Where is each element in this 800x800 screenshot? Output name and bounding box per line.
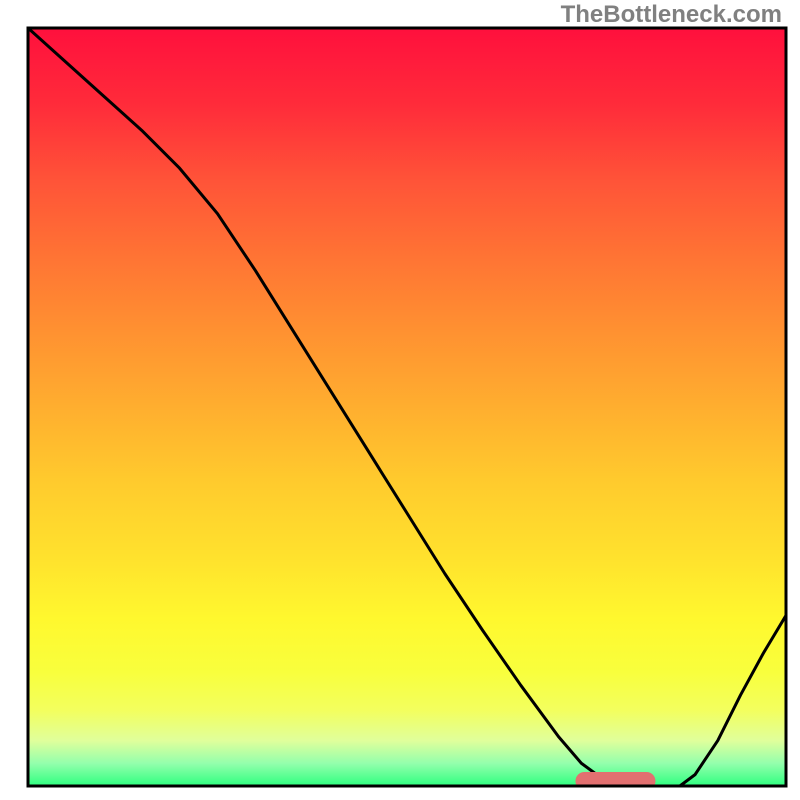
plot-area [28,28,786,790]
chart-svg: TheBottleneck.com [0,0,800,800]
bottleneck-chart: TheBottleneck.com [0,0,800,800]
gradient-background [28,28,786,786]
watermark-text: TheBottleneck.com [561,1,782,28]
